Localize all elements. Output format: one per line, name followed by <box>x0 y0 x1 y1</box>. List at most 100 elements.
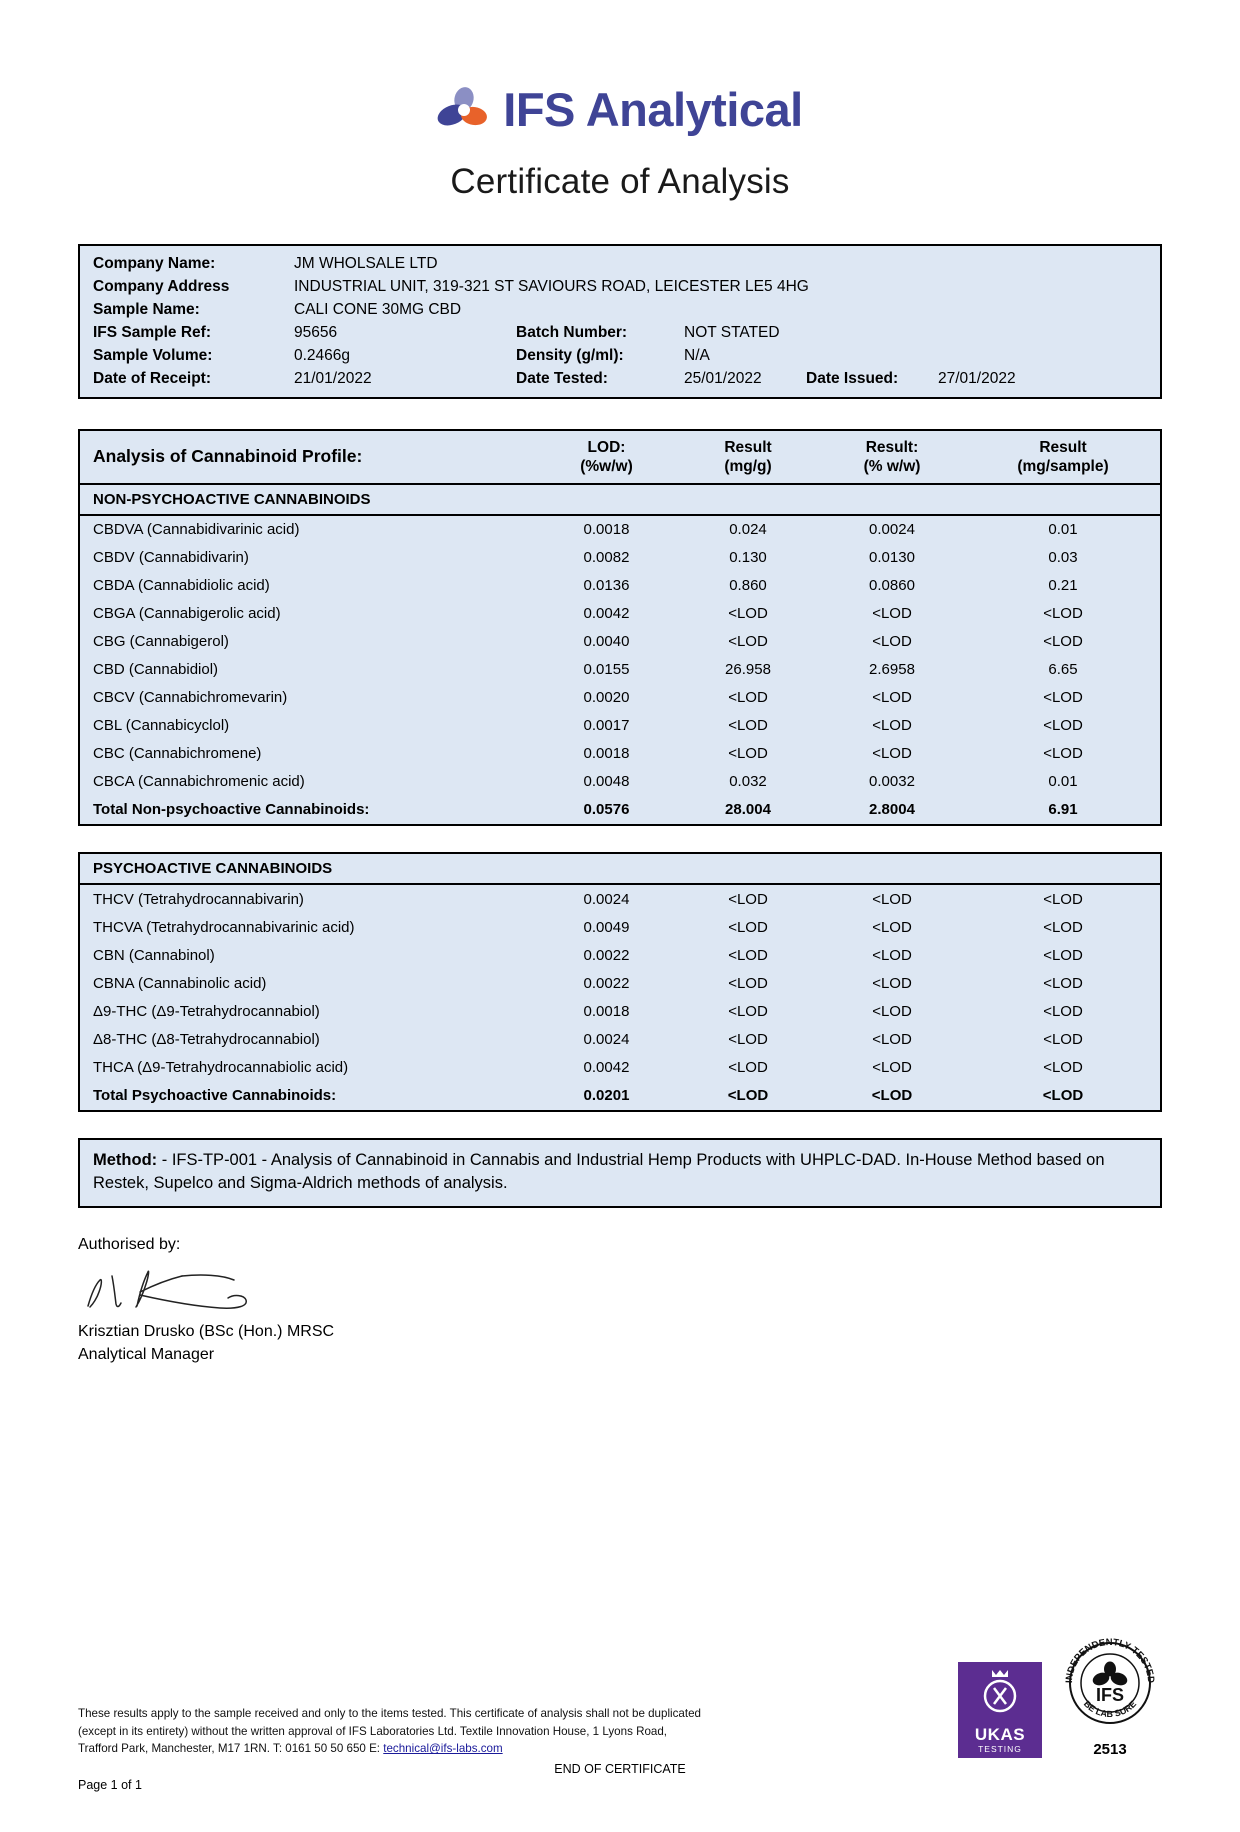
analyte-name: CBCV (Cannabichromevarin) <box>93 689 288 707</box>
analyte-result-mgsample: <LOD <box>1043 605 1083 623</box>
analyte-lod: 0.0024 <box>583 1030 630 1048</box>
analyte-result-pct: <LOD <box>872 1058 912 1076</box>
table-row: CBG (Cannabigerol) 0.0040 <LOD <LOD <LOD <box>80 628 1160 656</box>
label-batch-number: Batch Number: <box>516 323 628 341</box>
analyte-result-pct: <LOD <box>872 918 912 936</box>
analyte-name: THCVA (Tetrahydrocannabivarinic acid) <box>93 918 355 936</box>
analyte-name: CBG (Cannabigerol) <box>93 633 229 651</box>
analyte-result-mgg: <LOD <box>728 1030 768 1048</box>
column-header-mgsample: Result (mg/sample) <box>966 431 1160 484</box>
ukas-badge: UKAS TESTING <box>958 1662 1042 1758</box>
label-company-address: Company Address <box>93 277 230 295</box>
column-header-lod-line2: (%w/w) <box>580 458 633 476</box>
label-date-tested: Date Tested: <box>516 369 608 387</box>
info-row-sample-name: Sample Name: CALI CONE 30MG CBD <box>80 298 1160 321</box>
section-heading-psychoactive: PSYCHOACTIVE CANNABINOIDS <box>80 854 535 886</box>
psychoactive-results-table: PSYCHOACTIVE CANNABINOIDS THCV (Tetrahyd… <box>80 854 1160 1110</box>
total-mgsample-non-psychoactive: 6.91 <box>1048 801 1078 819</box>
table-row: THCVA (Tetrahydrocannabivarinic acid) 0.0… <box>80 913 1160 941</box>
end-of-certificate-text: END OF CERTIFICATE <box>554 1762 686 1776</box>
analyte-result-mgg: 0.032 <box>729 773 767 791</box>
spacer-lod <box>535 854 678 886</box>
ifs-independently-tested-badge: INDEPENDENTLY TESTED BE LAB SURE IFS 251… <box>1058 1631 1162 1758</box>
table-row: CBC (Cannabichromene) 0.0018 <LOD <LOD <LOD <box>80 740 1160 768</box>
label-date-of-receipt: Date of Receipt: <box>93 369 211 387</box>
column-header-lod: LOD: (%w/w) <box>535 431 678 484</box>
analyte-result-pct: <LOD <box>872 717 912 735</box>
analyte-result-mgsample: <LOD <box>1043 974 1083 992</box>
table-row: CBD (Cannabidiol) 0.0155 26.958 2.6958 6.65 <box>80 656 1160 684</box>
signatory-role: Analytical Manager <box>78 1345 215 1363</box>
spacer-mgg <box>678 854 818 886</box>
analyte-result-mgg: 0.024 <box>729 521 767 539</box>
authorised-by-heading: Authorised by: <box>78 1235 181 1253</box>
brand-name: IFS Analytical <box>503 82 803 136</box>
analyte-lod: 0.0042 <box>583 1058 630 1076</box>
column-header-pct-line2: (% w/w) <box>863 458 921 476</box>
spacer-pct <box>818 854 966 886</box>
total-label-non-psychoactive: Total Non-psychoactive Cannabinoids: <box>93 801 370 819</box>
analyte-result-mgsample: <LOD <box>1043 918 1083 936</box>
analyte-result-mgg: <LOD <box>728 1058 768 1076</box>
ukas-logo-icon: UKAS TESTING <box>958 1662 1042 1758</box>
analyte-name: CBCA (Cannabichromenic acid) <box>93 773 305 791</box>
contact-email-link[interactable]: technical@ifs-labs.com <box>383 1742 503 1756</box>
analyte-result-mgg: 26.958 <box>725 661 771 679</box>
value-company-name: JM WHOLSALE LTD <box>294 254 438 272</box>
label-density: Density (g/ml): <box>516 346 624 364</box>
analyte-result-pct: 0.0024 <box>869 521 915 539</box>
label-ifs-sample-ref: IFS Sample Ref: <box>93 323 211 341</box>
analyte-lod: 0.0049 <box>583 918 630 936</box>
table-row: THCA (Δ9-Tetrahydrocannabiolic acid) 0.00… <box>80 1053 1160 1081</box>
value-date-of-receipt: 21/01/2022 <box>294 369 372 387</box>
ukas-number: 2513 <box>1093 1741 1127 1758</box>
value-date-tested: 25/01/2022 <box>684 369 762 387</box>
analyte-result-mgsample: <LOD <box>1043 1002 1083 1020</box>
info-row-company-name: Company Name: JM WHOLSALE LTD <box>80 252 1160 275</box>
svg-text:IFS: IFS <box>1096 1685 1124 1705</box>
analyte-lod: 0.0018 <box>583 745 630 763</box>
authorisation-block: Authorised by: Krisztian Drusko (BSc (Ho… <box>78 1236 1162 1366</box>
non-psychoactive-results-panel: Analysis of Cannabinoid Profile: LOD: (%… <box>78 429 1162 827</box>
analyte-result-mgg: <LOD <box>728 633 768 651</box>
signatory-name: Krisztian Drusko (BSc (Hon.) MRSC <box>78 1322 335 1340</box>
analyte-name: CBDA (Cannabidiolic acid) <box>93 577 270 595</box>
accreditation-badges: UKAS TESTING INDEPENDENTLY TESTED <box>958 1631 1162 1758</box>
analyte-result-mgg: <LOD <box>728 717 768 735</box>
value-company-address: INDUSTRIAL UNIT, 319-321 ST SAVIOURS ROA… <box>294 277 809 295</box>
page-footer: These results apply to the sample receiv… <box>78 1631 1162 1792</box>
column-header-mgg: Result (mg/g) <box>678 431 818 484</box>
value-sample-volume: 0.2466g <box>294 346 351 364</box>
table-row: CBL (Cannabicyclol) 0.0017 <LOD <LOD <LOD <box>80 712 1160 740</box>
analyte-lod: 0.0017 <box>583 717 630 735</box>
analyte-result-mgsample: <LOD <box>1043 633 1083 651</box>
analyte-result-mgg: 0.860 <box>729 577 767 595</box>
total-row-non-psychoactive: Total Non-psychoactive Cannabinoids: 0.0… <box>80 796 1160 825</box>
analyte-name: CBGA (Cannabigerolic acid) <box>93 605 281 623</box>
analyte-result-mgsample: <LOD <box>1043 1030 1083 1048</box>
analyte-lod: 0.0020 <box>583 689 630 707</box>
sample-info-panel: Company Name: JM WHOLSALE LTD Company Ad… <box>78 244 1162 399</box>
table-row: CBN (Cannabinol) 0.0022 <LOD <LOD <LOD <box>80 941 1160 969</box>
analyte-name: CBL (Cannabicyclol) <box>93 717 230 735</box>
section-heading-row-2: PSYCHOACTIVE CANNABINOIDS <box>80 854 1160 886</box>
analyte-name: CBN (Cannabinol) <box>93 946 215 964</box>
method-label: Method: <box>93 1150 158 1169</box>
analyte-result-pct: <LOD <box>872 1030 912 1048</box>
analyte-lod: 0.0022 <box>583 974 630 992</box>
analyte-result-pct: <LOD <box>872 689 912 707</box>
method-panel: Method: - IFS-TP-001 - Analysis of Canna… <box>78 1137 1162 1208</box>
column-header-pct: Result: (% w/w) <box>818 431 966 484</box>
total-pct-psychoactive: <LOD <box>871 1086 913 1104</box>
page-number: Page 1 of 1 <box>78 1778 142 1792</box>
signature-image <box>82 1262 1162 1314</box>
total-lod-non-psychoactive: 0.0576 <box>583 801 630 819</box>
spacer-mgsample <box>966 854 1160 886</box>
analyte-lod: 0.0024 <box>583 890 630 908</box>
analyte-result-pct: <LOD <box>872 890 912 908</box>
analyte-result-mgsample: 6.65 <box>1048 661 1078 679</box>
table-row: CBDVA (Cannabidivarinic acid) 0.0018 0.024… <box>80 515 1160 544</box>
total-pct-non-psychoactive: 2.8004 <box>869 801 915 819</box>
info-row-sample-ref: IFS Sample Ref: 95656 Batch Number: NOT … <box>80 321 1160 344</box>
column-header-mgsample-line1: Result <box>1039 439 1087 456</box>
